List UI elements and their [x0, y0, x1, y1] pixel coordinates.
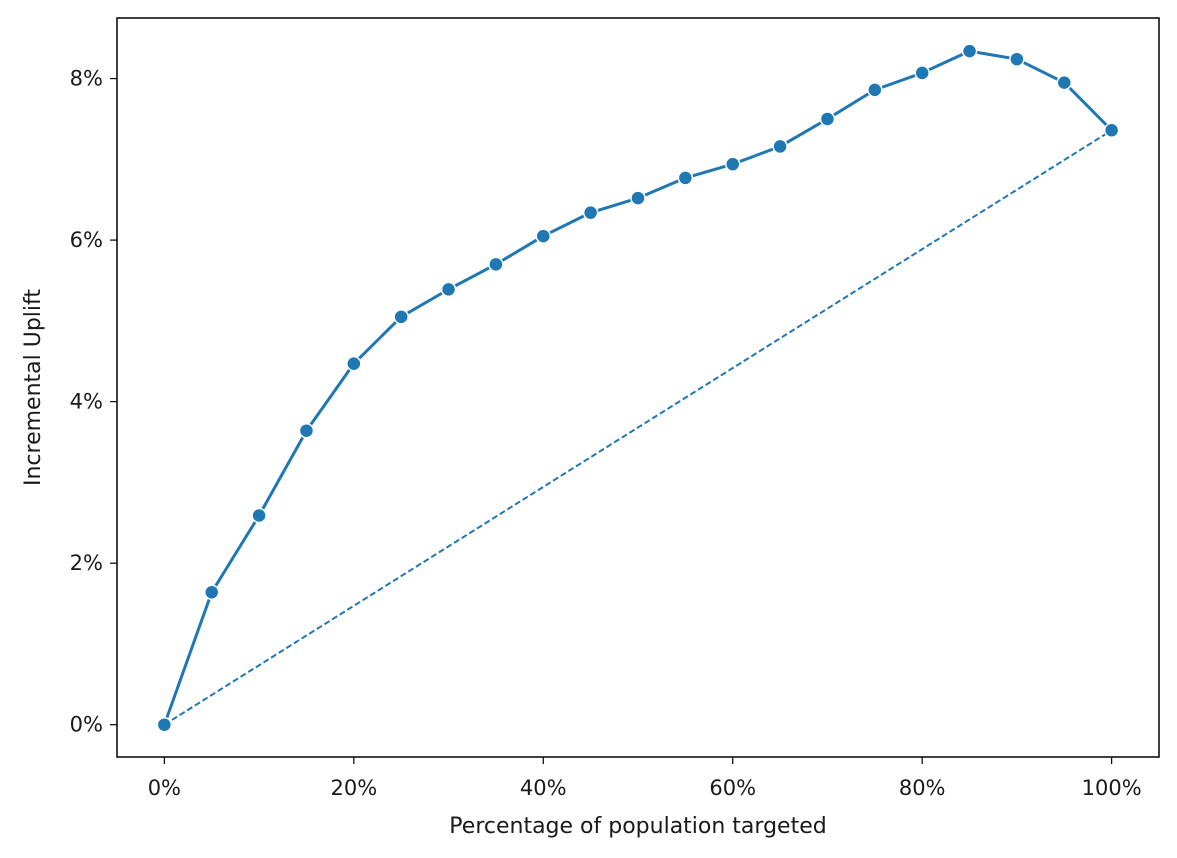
y-tick-label: 4% — [70, 390, 103, 414]
uplift-point — [914, 65, 930, 81]
uplift-point — [203, 584, 220, 600]
x-tick-label: 80% — [899, 776, 946, 800]
uplift-point — [724, 156, 741, 172]
y-tick-label: 6% — [70, 228, 103, 252]
uplift-point — [677, 170, 694, 186]
uplift-point — [440, 281, 457, 298]
uplift-point — [772, 138, 788, 155]
plot-frame — [116, 17, 1160, 758]
x-tick-label: 60% — [709, 776, 756, 800]
uplift-point — [298, 422, 315, 439]
uplift-point — [819, 111, 836, 127]
uplift-point — [961, 43, 978, 59]
x-tick-label: 40% — [520, 776, 567, 800]
baseline-line — [163, 129, 1113, 726]
y-tick-label: 8% — [70, 67, 103, 91]
uplift-point — [156, 716, 173, 733]
uplift-point — [582, 204, 599, 221]
x-tick-label: 0% — [148, 776, 181, 800]
x-tick-label: 100% — [1082, 776, 1142, 800]
uplift-point — [1009, 51, 1025, 67]
y-axis-title: Incremental Uplift — [21, 289, 46, 486]
y-tick-label: 0% — [70, 713, 103, 737]
uplift-point — [1056, 74, 1073, 91]
uplift-point — [251, 507, 267, 524]
uplift-point — [1103, 122, 1120, 139]
y-tick-label: 2% — [70, 551, 103, 575]
uplift-point — [630, 190, 646, 206]
uplift-point — [488, 256, 504, 273]
x-axis: 0% 20% 40% 60% 80% 100% — [148, 757, 1142, 800]
y-axis: 0% 2% 4% 6% 8% — [70, 67, 117, 737]
plot-area — [156, 43, 1120, 733]
uplift-point — [346, 355, 362, 372]
uplift-point — [393, 309, 409, 325]
x-tick-label: 20% — [330, 776, 377, 800]
uplift-point — [535, 228, 552, 244]
x-axis-title: Percentage of population targeted — [449, 814, 826, 839]
uplift-point — [867, 82, 883, 98]
